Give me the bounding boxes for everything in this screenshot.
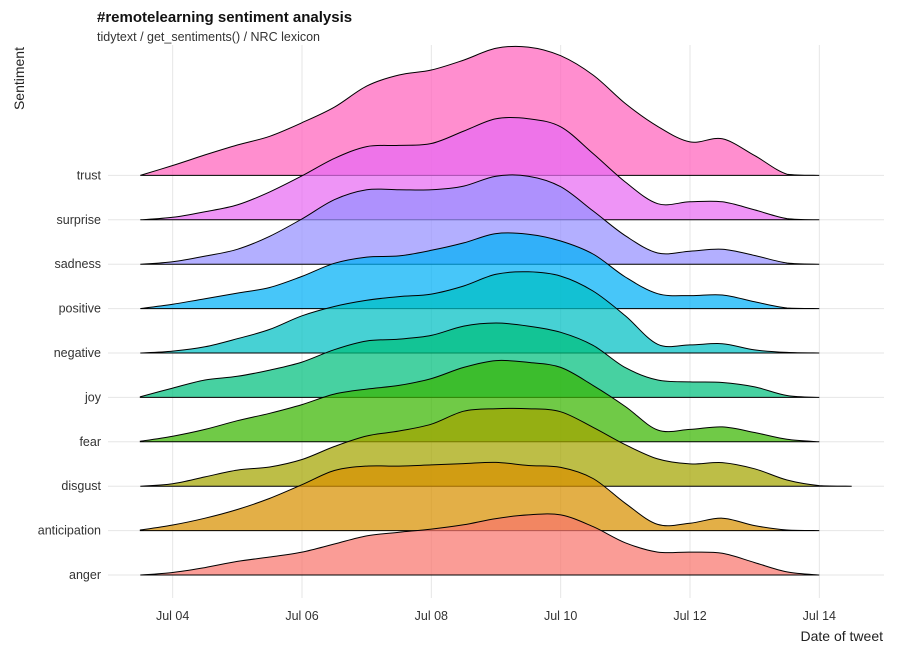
ridge-disgust	[140, 407, 852, 487]
x-tick-label: Jul 14	[803, 609, 836, 623]
ridge-joy	[139, 322, 820, 398]
y-tick-label-fear: fear	[79, 435, 101, 449]
y-axis-title: Sentiment	[11, 47, 27, 110]
ridge-negative	[140, 271, 820, 354]
x-tick-labels: Jul 04 Jul 06 Jul 08 Jul 10 Jul 12 Jul 14	[156, 609, 836, 623]
ridge-sadness	[140, 174, 820, 265]
ridge-anger	[140, 513, 820, 576]
x-tick-label: Jul 04	[156, 609, 189, 623]
x-tick-label: Jul 10	[544, 609, 577, 623]
chart-title: #remotelearning sentiment analysis	[97, 9, 352, 26]
y-tick-label-sadness: sadness	[54, 257, 101, 271]
ridge-fear	[139, 359, 820, 443]
y-tick-labels: trust surprise sadness positive negative joy f…	[38, 168, 102, 582]
y-tick-label-disgust: disgust	[61, 479, 101, 493]
x-tick-label: Jul 08	[415, 609, 448, 623]
y-tick-label-anticipation: anticipation	[38, 524, 101, 538]
y-tick-label-positive: positive	[59, 302, 101, 316]
y-tick-label-negative: negative	[54, 346, 101, 360]
y-tick-label-surprise: surprise	[57, 213, 102, 227]
ridge-anticipation	[139, 461, 820, 532]
ridge-positive	[140, 232, 820, 310]
x-tick-label: Jul 12	[673, 609, 706, 623]
y-tick-label-joy: joy	[84, 390, 102, 404]
ridge-trust	[140, 45, 820, 176]
ridge-surprise	[140, 116, 820, 221]
chart-subtitle: tidytext / get_sentiments() / NRC lexico…	[97, 30, 320, 44]
ridges	[139, 45, 852, 576]
x-tick-label: Jul 06	[285, 609, 318, 623]
y-tick-label-anger: anger	[69, 568, 101, 582]
y-tick-label-trust: trust	[77, 168, 102, 182]
x-axis-title: Date of tweet	[801, 628, 884, 644]
